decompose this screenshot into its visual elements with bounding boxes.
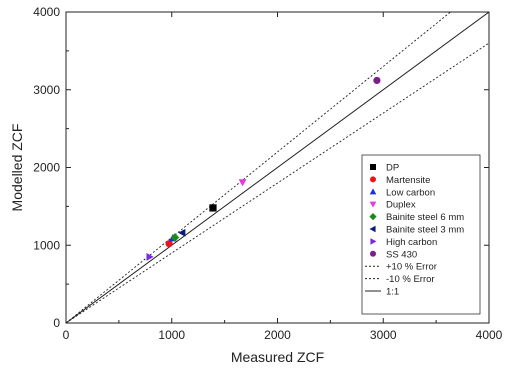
y-tick-label: 2000 <box>33 161 60 175</box>
x-tick-label: 0 <box>63 328 70 342</box>
legend-label: Bainite steel 6 mm <box>386 212 464 223</box>
legend-marker <box>369 213 377 221</box>
legend-marker <box>370 238 377 245</box>
reference-line <box>66 42 489 323</box>
y-axis-label: Modelled ZCF <box>9 124 25 212</box>
legend-label: 1:1 <box>386 287 399 298</box>
x-tick-label: 3000 <box>370 328 397 342</box>
x-axis-label: Measured ZCF <box>231 349 324 365</box>
legend-marker <box>369 188 377 195</box>
legend-marker <box>369 201 377 208</box>
x-tick-labels: 0 1000 2000 3000 4000 <box>63 328 503 342</box>
y-tick-label: 4000 <box>33 5 60 19</box>
data-point <box>170 233 180 242</box>
x-tick-label: 1000 <box>158 328 185 342</box>
legend-label: Martensite <box>386 175 430 186</box>
data-point <box>209 204 217 212</box>
y-tick-label: 0 <box>53 316 60 330</box>
legend-label: High carbon <box>386 237 437 248</box>
legend-label: Duplex <box>386 200 416 211</box>
legend-marker <box>370 176 376 183</box>
y-tick-label: 1000 <box>33 238 60 252</box>
legend-label: -10 % Error <box>386 274 435 285</box>
data-point <box>165 240 173 248</box>
legend-label: DP <box>386 163 399 174</box>
data-points <box>146 76 381 261</box>
reference-lines <box>66 12 489 323</box>
legend-marker <box>370 164 376 170</box>
plot-frame <box>65 11 490 324</box>
data-point <box>146 252 154 261</box>
y-tick-label: 3000 <box>33 83 60 97</box>
data-point <box>178 228 186 237</box>
legend-label: Low carbon <box>386 187 435 198</box>
legend-marker <box>369 225 376 233</box>
data-point <box>238 179 247 187</box>
legend-label: +10 % Error <box>386 262 437 273</box>
data-point <box>373 76 381 85</box>
x-tick-label: 4000 <box>476 328 503 342</box>
x-tick-label: 2000 <box>264 328 291 342</box>
legend-label: SS 430 <box>386 249 417 260</box>
reference-line <box>66 12 452 323</box>
y-tick-labels: 0 1000 2000 3000 4000 <box>33 5 60 330</box>
legend-label: Bainite steel 3 mm <box>386 225 464 236</box>
legend-marker <box>370 250 376 257</box>
legend-box <box>361 154 481 315</box>
reference-line <box>66 12 489 323</box>
